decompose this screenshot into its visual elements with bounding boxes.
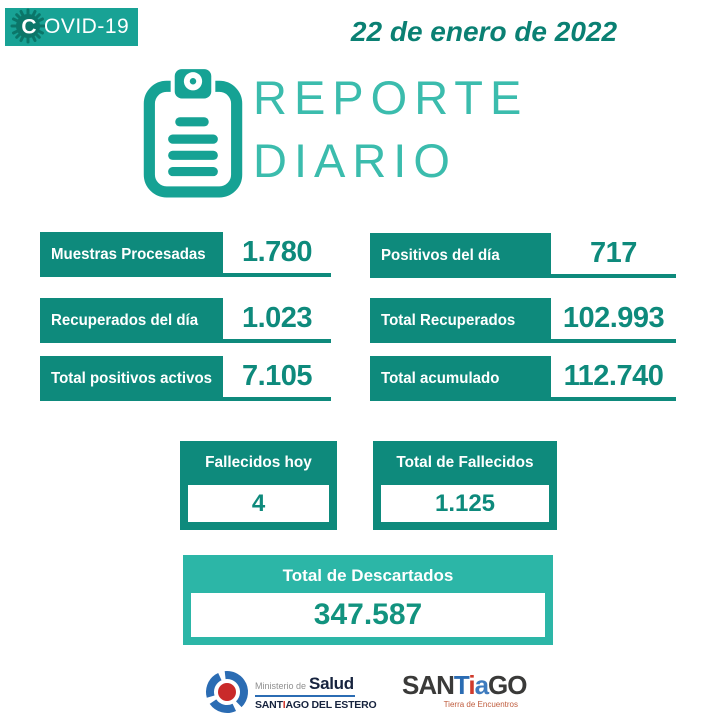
ministry-name-line: Ministerio de Salud [255,674,376,694]
total-fallecidos-box: Total de Fallecidos 1.125 [373,441,557,530]
discarded-value: 347.587 [191,593,545,637]
stat-value: 1.023 [241,302,313,334]
santiago-wordmark: SANTiaGO [402,670,528,700]
stat-row-positivos-del-dia: Positivos del día 717 [370,233,676,278]
discarded-label: Total de Descartados [282,566,454,585]
svg-text:C: C [21,15,36,38]
stat-row-recuperados-del-dia: Recuperados del día 1.023 [40,298,331,343]
stat-value: 1.780 [241,236,313,268]
stat-label: Total acumulado [381,369,500,387]
letter: S [402,670,419,700]
stat-value: 112.740 [563,360,664,392]
page-title: REPORTE DIARIO [253,66,528,192]
covid19-badge: C OVID-19 [5,8,138,46]
stat-value: 717 [590,237,637,269]
stat-label: Positivos del día [381,246,500,264]
stat-row-total-acumulado: Total acumulado 112.740 [370,356,676,401]
total-descartados-box: Total de Descartados 347.587 [183,555,553,645]
stat-row-total-recuperados: Total Recuperados 102.993 [370,298,676,343]
stat-label-box: Positivos del día [370,233,551,278]
ministry-province: SANTIAGO DEL ESTERO [255,698,377,711]
badge-label: OVID-19 [44,15,130,38]
letter: A [418,670,437,700]
province-part2: AGO DEL ESTERO [285,698,377,711]
stat-label: Muestras Procesadas [51,245,206,263]
stat-label-box: Total positivos activos [40,356,223,401]
fallecidos-hoy-box: Fallecidos hoy 4 [180,441,337,530]
death-box-label: Total de Fallecidos [396,454,534,471]
stat-value: 7.105 [241,360,313,392]
stat-label-box: Recuperados del día [40,298,223,343]
province-part1: SANT [255,698,283,711]
virus-icon: C [10,8,46,43]
stat-label-box: Total acumulado [370,356,551,401]
stat-label: Total Recuperados [381,311,516,329]
letter: N [436,670,455,700]
clipboard-icon [143,65,243,198]
stat-label: Recuperados del día [51,311,199,329]
santiago-brand-logo: SANTiaGO Tierra de Encuentros [402,670,528,709]
stat-value: 102.993 [562,302,665,334]
letter: i [468,670,475,700]
stat-label: Total positivos activos [51,369,213,387]
letter: O [507,670,527,700]
stat-label-box: Total Recuperados [370,298,551,343]
stat-row-muestras-procesadas: Muestras Procesadas 1.780 [40,232,331,277]
title-line-1: REPORTE [253,71,529,124]
letter: G [488,670,508,700]
ministry-name: Salud [309,673,354,693]
letter: a [474,670,490,700]
ministry-emblem-icon [206,671,248,713]
santiago-tagline: Tierra de Encuentros [443,700,518,709]
letter: T [453,670,469,700]
province-accent: I [282,698,286,711]
ministry-of-health-logo: Ministerio de Salud SANTIAGO DEL ESTERO [204,669,377,715]
ministry-divider [255,694,355,697]
death-box-label: Fallecidos hoy [205,454,312,471]
ministry-text-block: Ministerio de Salud SANTIAGO DEL ESTERO [255,674,377,711]
stat-label-box: Muestras Procesadas [40,232,223,277]
title-line-2: DIARIO [253,134,457,187]
ministry-pre-label: Ministerio de [255,680,307,691]
death-box-value: 4 [188,485,329,522]
death-box-value: 1.125 [381,485,549,522]
stat-row-total-positivos-activos: Total positivos activos 7.105 [40,356,331,401]
report-date: 22 de enero de 2022 [350,16,618,47]
